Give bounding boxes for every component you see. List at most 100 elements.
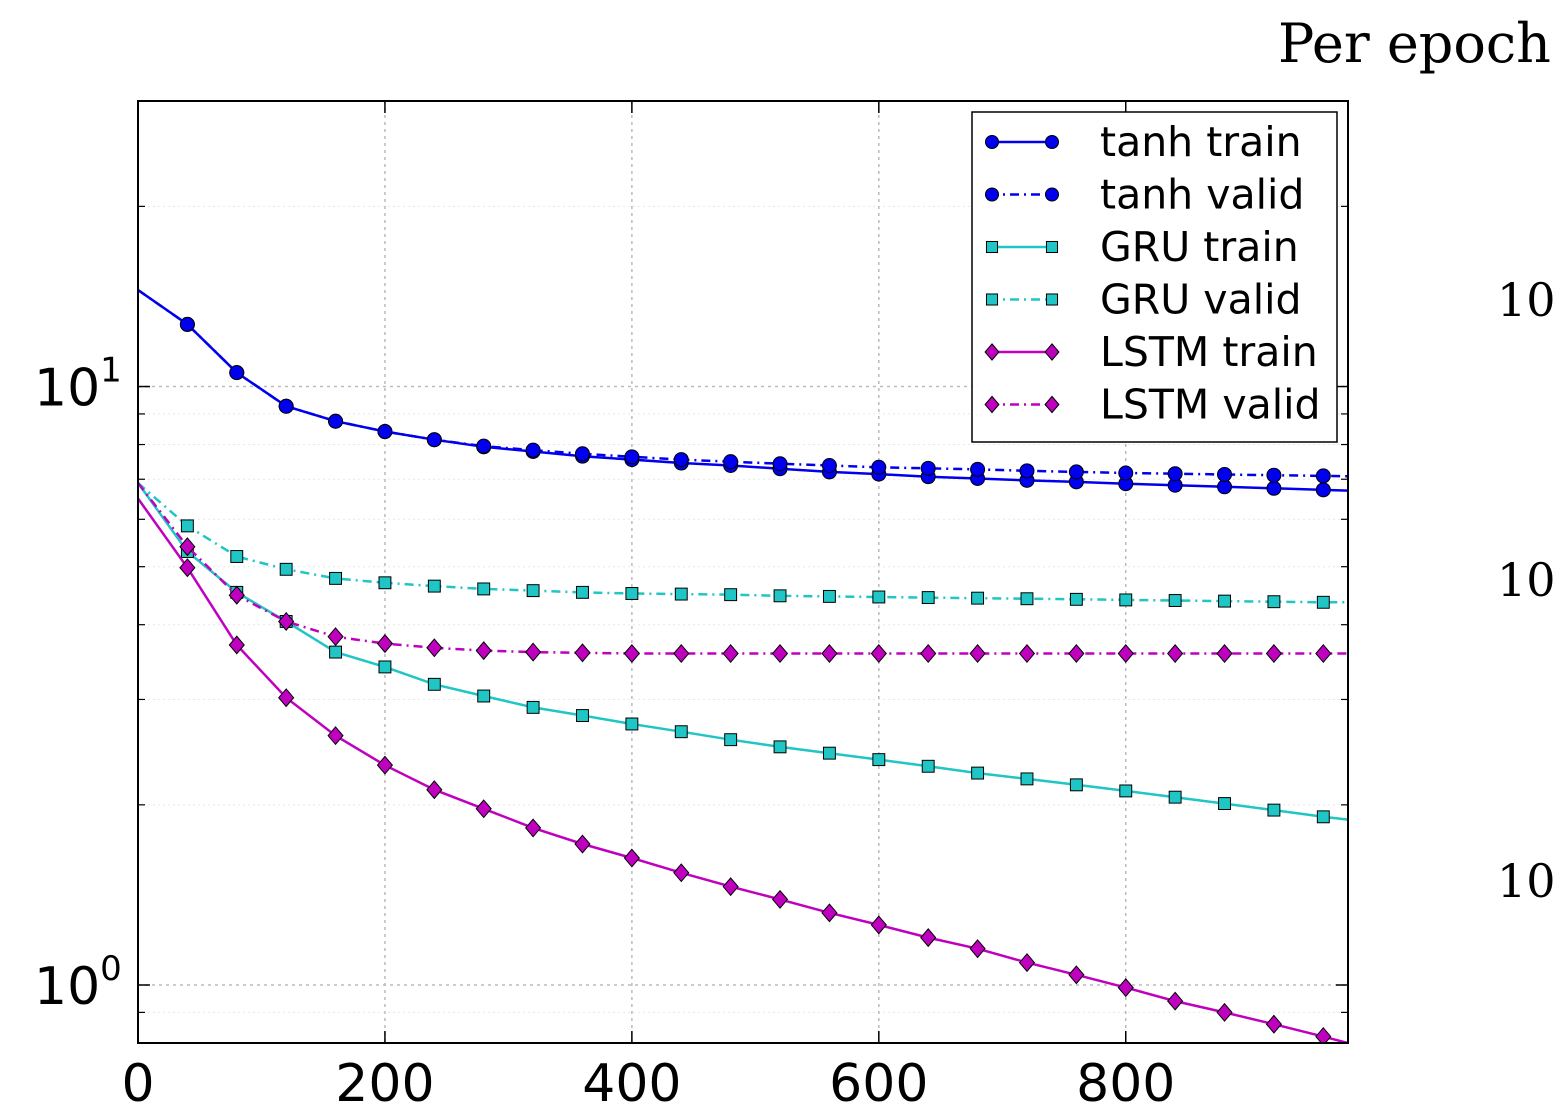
data-point: [623, 848, 640, 868]
data-point: [1216, 1002, 1233, 1022]
data-point: [228, 585, 245, 605]
data-point: [921, 759, 935, 773]
data-point: [179, 558, 196, 578]
data-point: [378, 660, 392, 674]
data-point: [1020, 772, 1034, 786]
series-line-tanh-valid: [138, 288, 1348, 478]
data-point: [1316, 595, 1330, 609]
series-line-lstm-train: [138, 497, 1348, 1043]
data-point: [1069, 778, 1083, 792]
data-point: [1020, 592, 1034, 606]
data-point: [920, 460, 936, 476]
data-point: [822, 589, 836, 603]
legend-marker: [984, 395, 1000, 414]
x-tick-label: 400: [582, 1054, 681, 1108]
data-point: [1217, 466, 1233, 482]
data-point: [377, 424, 393, 440]
data-point: [574, 834, 591, 854]
data-point: [1069, 592, 1083, 606]
data-point: [1315, 1027, 1332, 1043]
partial-tick-label: 10: [1497, 553, 1556, 607]
data-point: [1266, 467, 1282, 483]
data-point: [230, 550, 244, 563]
plot-frame: [137, 100, 1349, 1044]
data-point: [722, 644, 739, 664]
data-point: [1167, 644, 1184, 664]
data-point: [1216, 644, 1233, 664]
data-point: [971, 591, 985, 605]
data-point: [623, 644, 640, 664]
data-point: [1315, 482, 1331, 498]
y-tick-label: 100: [34, 949, 122, 1017]
data-point: [625, 717, 639, 731]
data-point: [525, 818, 542, 838]
data-point: [475, 799, 492, 819]
series-line-gru-train: [138, 482, 1348, 821]
data-point: [526, 584, 540, 598]
data-point: [278, 611, 295, 631]
series-line-gru-valid: [138, 482, 1348, 604]
data-point: [526, 700, 540, 714]
partial-tick-label: 10: [1497, 854, 1556, 908]
data-point: [1068, 644, 1085, 664]
data-point: [574, 446, 590, 462]
legend-label: LSTM train: [1100, 328, 1318, 376]
data-point: [1019, 463, 1035, 479]
data-point: [477, 689, 491, 703]
data-point: [1018, 644, 1036, 664]
legend-label: LSTM valid: [1100, 381, 1321, 429]
data-point: [920, 644, 937, 664]
data-point: [870, 644, 887, 664]
series-line-tanh-train: [138, 288, 1348, 492]
data-point: [278, 688, 295, 708]
data-point: [1167, 466, 1183, 482]
data-point: [525, 442, 541, 458]
data-point: [1265, 644, 1283, 664]
data-point: [329, 645, 343, 659]
data-point: [921, 591, 935, 605]
data-point: [576, 709, 589, 722]
data-point: [329, 571, 343, 585]
data-point: [1168, 790, 1182, 804]
legend-label: GRU valid: [1100, 276, 1302, 324]
data-point: [771, 889, 789, 909]
data-point: [971, 766, 985, 780]
data-point: [1316, 810, 1330, 824]
data-point: [229, 365, 245, 381]
data-point: [1119, 593, 1133, 607]
data-point: [1266, 480, 1282, 496]
chart-heading: Per epoch: [1278, 12, 1551, 75]
data-point: [477, 582, 491, 596]
partial-tick-label: 10: [1497, 273, 1556, 327]
data-point: [1117, 644, 1134, 664]
data-point: [1218, 797, 1231, 811]
data-point: [228, 635, 245, 655]
data-point: [673, 644, 690, 664]
data-point: [871, 459, 887, 475]
data-point: [1265, 1014, 1283, 1034]
data-point: [625, 587, 639, 600]
data-point: [327, 627, 344, 647]
x-tick-label: 600: [829, 1054, 928, 1108]
data-point: [1167, 991, 1184, 1011]
data-point: [427, 677, 441, 691]
data-point: [476, 438, 492, 454]
data-point: [920, 928, 937, 948]
data-point: [179, 316, 195, 332]
data-point: [278, 398, 294, 414]
plot-series: [138, 288, 1348, 1043]
data-point: [773, 740, 787, 754]
data-point: [970, 461, 986, 477]
data-point: [574, 643, 591, 663]
data-point: [180, 519, 194, 533]
data-point: [376, 755, 394, 775]
data-point: [724, 588, 738, 602]
data-point: [1218, 594, 1231, 608]
data-point: [969, 939, 986, 959]
data-point: [872, 590, 886, 604]
data-point: [1118, 465, 1134, 481]
data-point: [674, 725, 688, 739]
legend-label: tanh valid: [1100, 171, 1304, 219]
data-point: [673, 863, 690, 883]
